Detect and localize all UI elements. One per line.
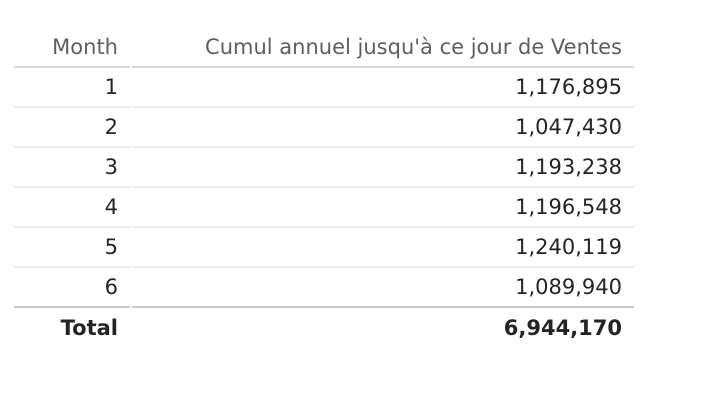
table-row: 6 1,089,940: [14, 268, 634, 308]
table-row: 4 1,196,548: [14, 188, 634, 228]
header-row: Month Cumul annuel jusqu'à ce jour de Ven…: [14, 28, 634, 68]
table-cell: 1,176,895: [132, 68, 634, 108]
table-cell: 5: [14, 228, 130, 268]
table-cell: 1,196,548: [132, 188, 634, 228]
table-row: 1 1,176,895: [14, 68, 634, 108]
table-cell: 1,089,940: [132, 268, 634, 308]
table-cell: 1,047,430: [132, 108, 634, 148]
table-cell: 4: [14, 188, 130, 228]
table-cell: 1,193,238: [132, 148, 634, 188]
table-row: 5 1,240,119: [14, 228, 634, 268]
table-row: 3 1,193,238: [14, 148, 634, 188]
total-cell: Total: [60, 316, 118, 340]
total-cell: 6,944,170: [503, 316, 622, 340]
table-cell: 6: [14, 268, 130, 308]
column-header: Month: [14, 28, 130, 68]
table-cell: 1,240,119: [132, 228, 634, 268]
table-cell: 2: [14, 108, 130, 148]
total-row: Total 6,944,170: [14, 308, 634, 348]
table-cell: 3: [14, 148, 130, 188]
table-cell: 1: [14, 68, 130, 108]
table-row: 2 1,047,430: [14, 108, 634, 148]
column-header: Cumul annuel jusqu'à ce jour de Ventes: [132, 28, 634, 68]
table: Month Cumul annuel jusqu'à ce jour de Ven…: [14, 28, 634, 348]
